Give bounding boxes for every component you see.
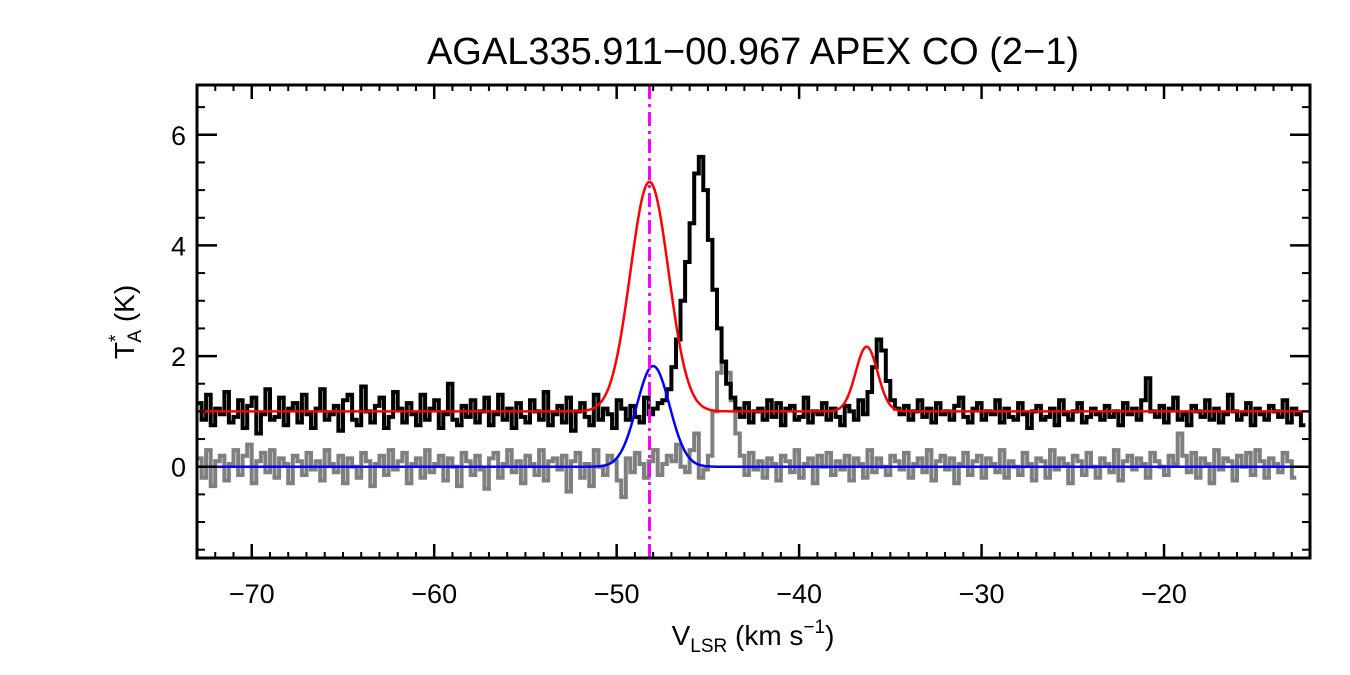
y-axis-label: T*A (K)	[106, 285, 146, 359]
y-axis-label-sup: *	[106, 334, 127, 342]
y-tick-label: 2	[171, 342, 186, 372]
axis-ticks	[196, 85, 1311, 558]
plot-frame	[195, 83, 1312, 560]
gaussian-component-line	[197, 364, 1310, 468]
x-tick-label: −50	[594, 579, 640, 609]
x-axis-label-sup: −1	[803, 617, 825, 638]
y-tick-label: 6	[171, 121, 186, 151]
x-axis-label-main: V	[672, 620, 691, 651]
plot-series	[197, 85, 1310, 558]
x-tick-label: −20	[1141, 579, 1187, 609]
y-tick-label: 4	[171, 231, 186, 261]
x-tick-label: −70	[229, 579, 275, 609]
chart-title: AGAL335.911−00.967 APEX CO (2−1)	[427, 31, 1079, 73]
residual-spectrum-line	[197, 359, 1297, 500]
x-tick-label: −60	[411, 579, 457, 609]
x-axis-label-sub: LSR	[690, 636, 727, 657]
x-axis-label-rest: (km s	[727, 620, 803, 651]
y-tick-label: 0	[171, 453, 186, 483]
x-tick-label: −30	[959, 579, 1005, 609]
gaussian-fit-line	[197, 180, 1310, 413]
tick-labels: −70 −60 −50 −40 −30 −20 0 2 4 6	[171, 121, 1187, 609]
y-axis-label-main: T	[109, 342, 140, 359]
y-axis-label-sub: A	[125, 330, 146, 343]
x-tick-label: −40	[776, 579, 822, 609]
y-axis-label-rest: (K)	[109, 285, 140, 330]
x-axis-label: VLSR (km s−1)	[672, 617, 835, 657]
observed-spectrum-line	[197, 154, 1306, 436]
x-axis-label-end: )	[825, 620, 834, 651]
